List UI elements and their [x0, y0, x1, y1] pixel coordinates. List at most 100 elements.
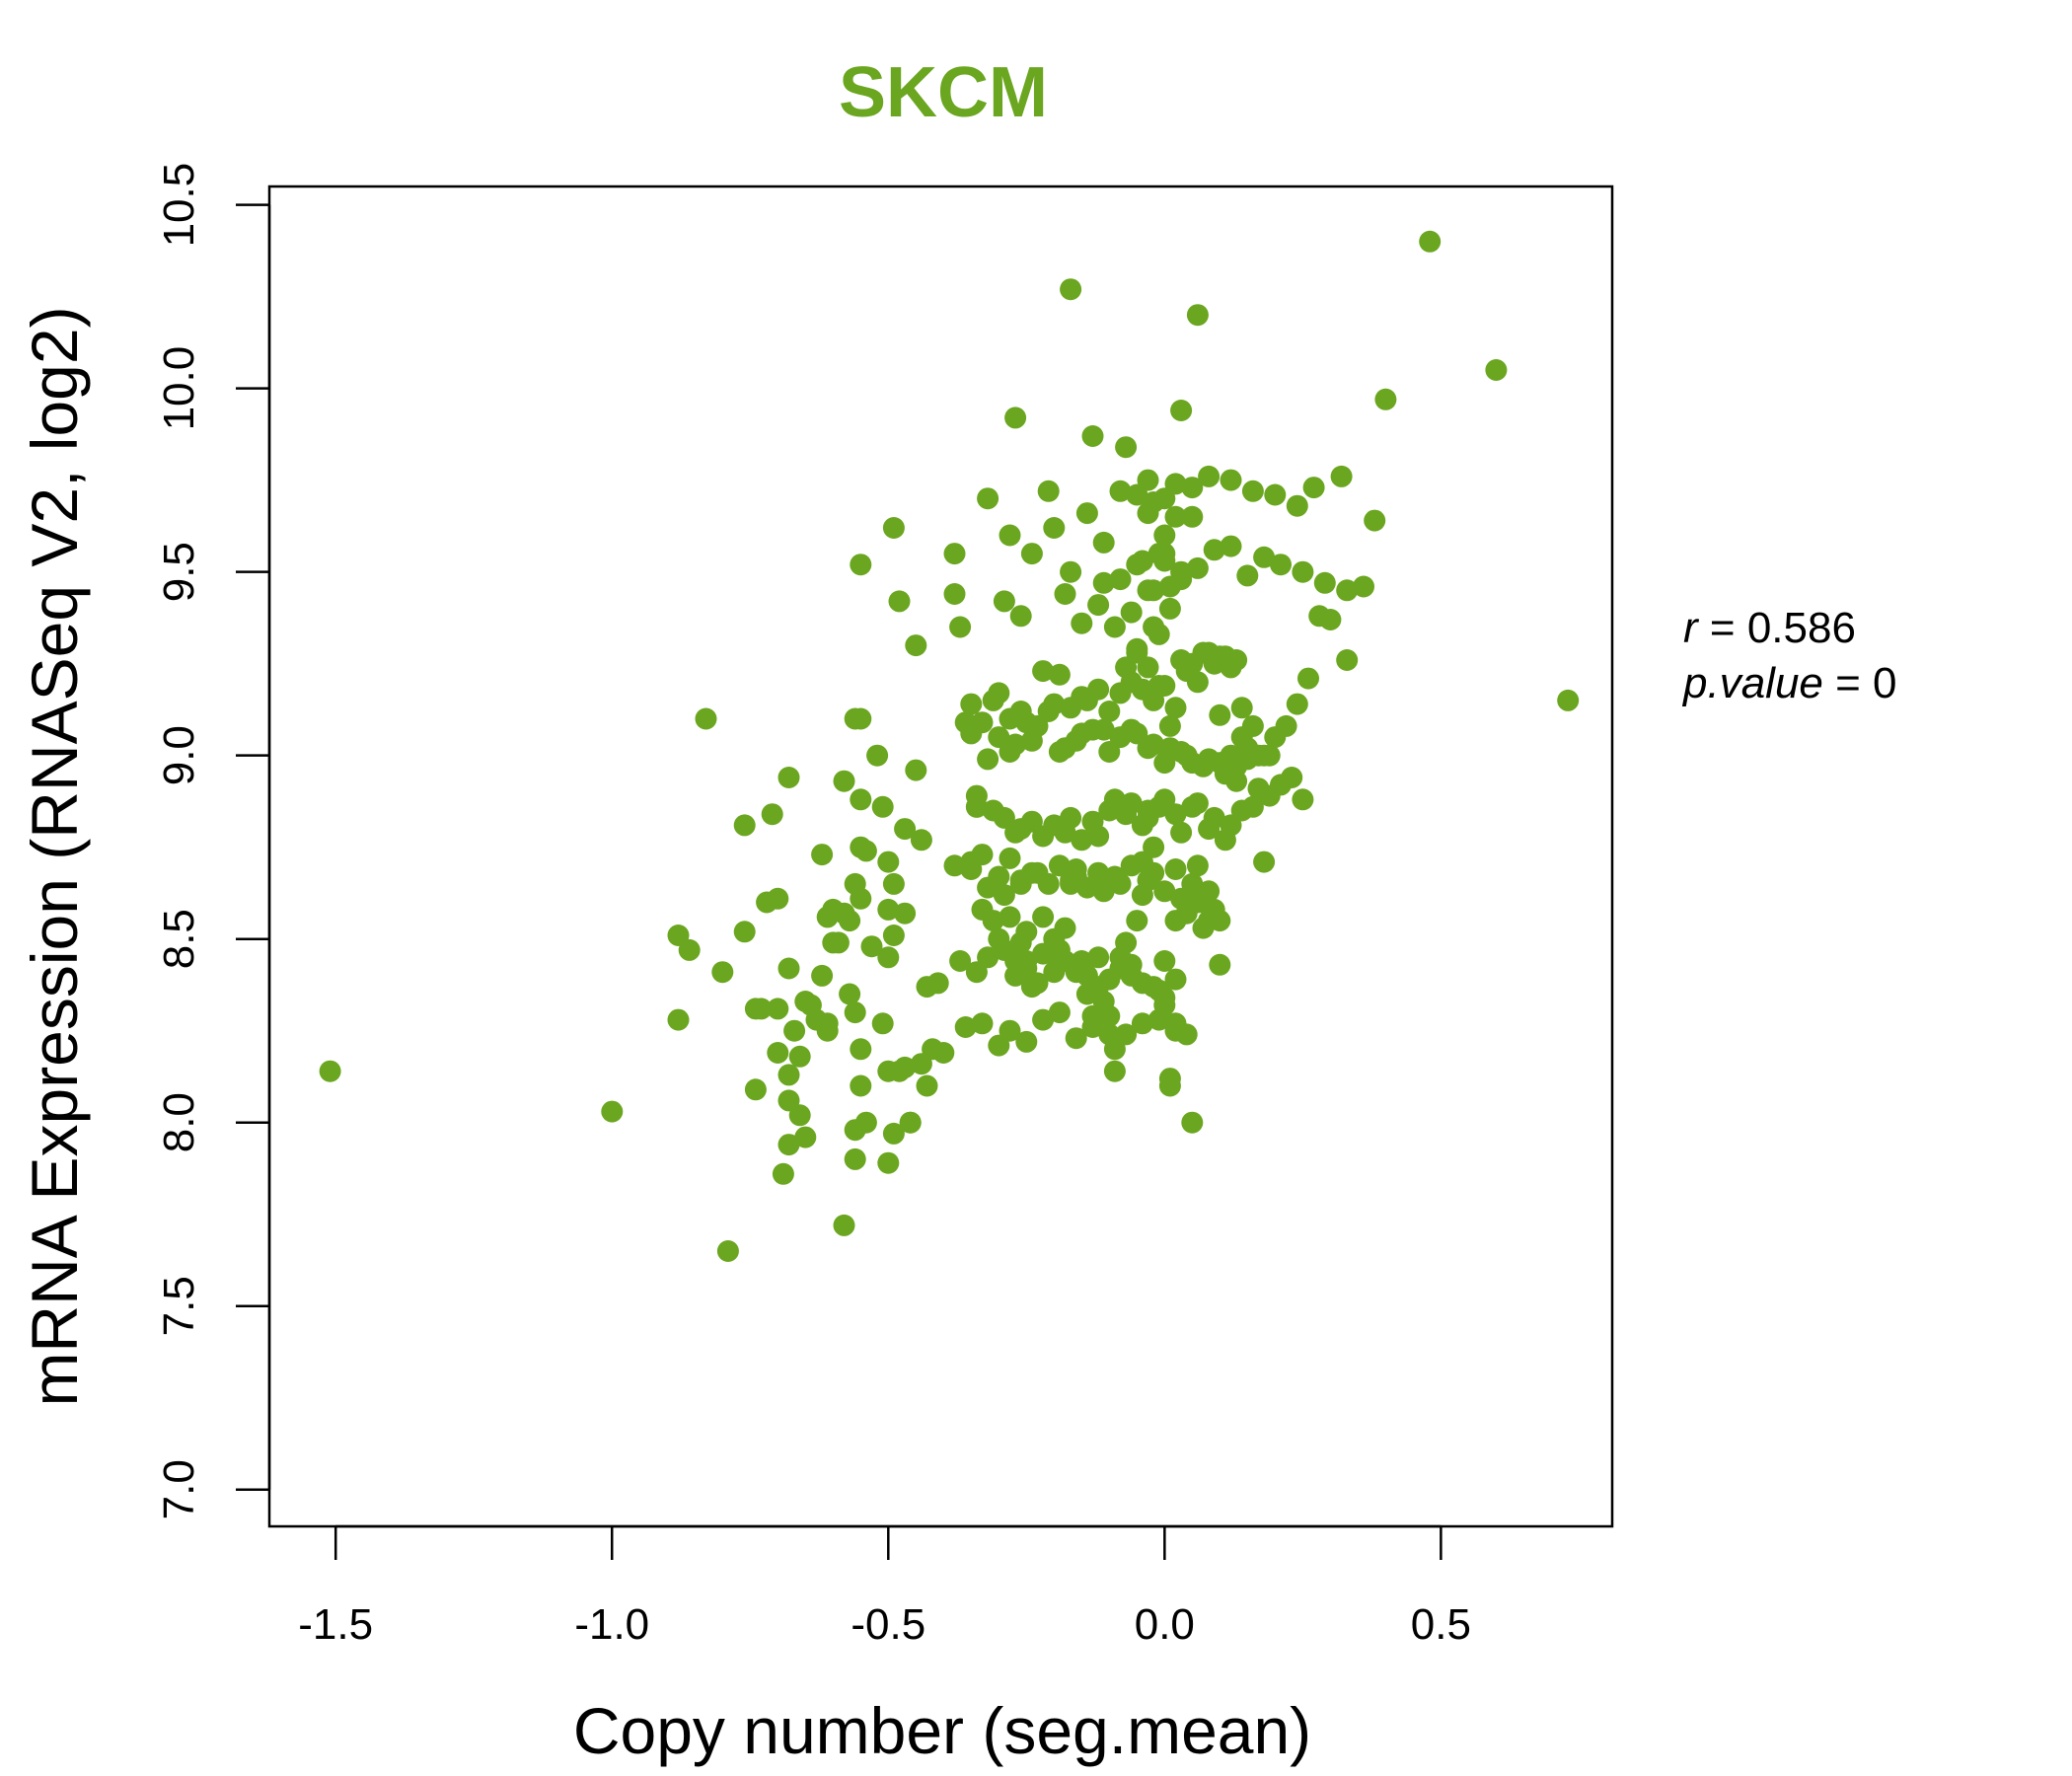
data-point: [999, 524, 1021, 547]
data-point: [1087, 861, 1110, 884]
data-point: [943, 854, 966, 877]
data-point: [1181, 477, 1204, 499]
data-point: [816, 906, 839, 928]
y-tick-label: 7.0: [155, 1459, 203, 1519]
data-point: [833, 770, 855, 792]
data-point: [850, 788, 872, 811]
y-axis-label: mRNA Expression (RNASeq V2, log2): [18, 306, 91, 1406]
data-point: [788, 1045, 811, 1068]
x-tick-label: -0.5: [851, 1600, 925, 1649]
data-point: [1043, 517, 1066, 539]
data-point: [1164, 803, 1187, 826]
data-point: [716, 1240, 739, 1262]
data-point: [1143, 733, 1165, 756]
data-point: [1126, 637, 1148, 660]
data-point: [1137, 579, 1159, 602]
data-point: [1557, 689, 1580, 711]
data-point: [877, 1151, 900, 1174]
data-point: [1131, 1012, 1153, 1035]
data-point: [1158, 1074, 1181, 1097]
data-point: [1075, 964, 1098, 987]
data-point: [1275, 714, 1297, 737]
data-point: [877, 946, 900, 969]
data-point: [982, 910, 1004, 932]
plot-frame: [267, 185, 1614, 1528]
data-point: [777, 767, 800, 788]
data-point: [999, 906, 1021, 928]
data-point: [1060, 806, 1082, 829]
data-point: [1026, 972, 1049, 995]
data-point: [1203, 806, 1225, 829]
data-point: [1170, 821, 1193, 844]
data-point: [1186, 792, 1209, 815]
data-point: [866, 744, 889, 767]
data-point: [1015, 921, 1038, 943]
data-point: [1087, 946, 1110, 969]
y-tick-label: 9.5: [155, 542, 203, 602]
data-point: [993, 590, 1015, 613]
data-point: [1109, 568, 1132, 591]
data-point: [1230, 697, 1253, 719]
data-point: [601, 1100, 624, 1123]
data-point: [1032, 660, 1055, 683]
data-point: [993, 884, 1015, 907]
data-point: [943, 583, 966, 605]
data-point: [816, 1019, 839, 1042]
data-point: [850, 554, 872, 576]
data-point: [1054, 917, 1076, 939]
data-point: [899, 1111, 922, 1134]
data-point: [1164, 968, 1187, 991]
data-point: [1186, 671, 1209, 694]
data-point: [916, 976, 938, 999]
svg-text:r = 0.586: r = 0.586: [1683, 604, 1856, 652]
data-point: [1131, 550, 1153, 572]
data-point: [854, 1111, 877, 1134]
data-point: [811, 964, 834, 987]
data-point: [678, 938, 701, 961]
data-point: [1081, 425, 1104, 447]
data-point: [999, 1019, 1021, 1042]
data-point: [1164, 697, 1187, 719]
data-point: [854, 840, 877, 862]
data-point: [1081, 1016, 1104, 1038]
data-point: [1374, 388, 1397, 410]
data-point: [1209, 703, 1231, 726]
data-point: [319, 1060, 341, 1082]
svg-text:p.value = 0: p.value = 0: [1681, 659, 1897, 707]
data-point: [1065, 1027, 1087, 1050]
data-point: [1120, 953, 1143, 976]
data-point: [905, 759, 927, 781]
data-point: [1225, 649, 1248, 671]
data-point: [1170, 568, 1193, 591]
data-point: [1253, 546, 1276, 568]
data-point: [1048, 663, 1071, 686]
x-axis: -1.5 -1.0 -0.5 0.0 0.5: [298, 1524, 1471, 1649]
data-point: [1126, 910, 1148, 932]
data-point: [905, 634, 927, 657]
data-point: [711, 961, 734, 984]
r-equals: =: [1698, 604, 1747, 652]
data-point: [1241, 714, 1264, 737]
data-point: [733, 814, 756, 837]
data-point: [1419, 230, 1442, 253]
data-point: [1292, 788, 1314, 811]
y-tick-label: 10.0: [155, 346, 203, 431]
data-point: [1060, 278, 1082, 301]
data-point: [1048, 1001, 1071, 1024]
data-point: [1225, 770, 1248, 792]
data-point: [1092, 571, 1115, 594]
x-tick-label: 0.0: [1135, 1600, 1195, 1649]
data-point: [850, 1074, 872, 1097]
data-point: [1037, 480, 1060, 502]
data-point: [811, 844, 834, 866]
x-axis-label: Copy number (seg.mean): [573, 1694, 1311, 1767]
data-point: [1103, 1060, 1126, 1082]
data-point: [894, 818, 917, 841]
data-point: [1181, 872, 1204, 895]
data-point: [1241, 480, 1264, 502]
data-point: [949, 950, 972, 972]
data-point: [993, 938, 1015, 961]
data-point: [1120, 854, 1143, 877]
data-point: [894, 902, 917, 925]
data-point: [1181, 1111, 1204, 1134]
